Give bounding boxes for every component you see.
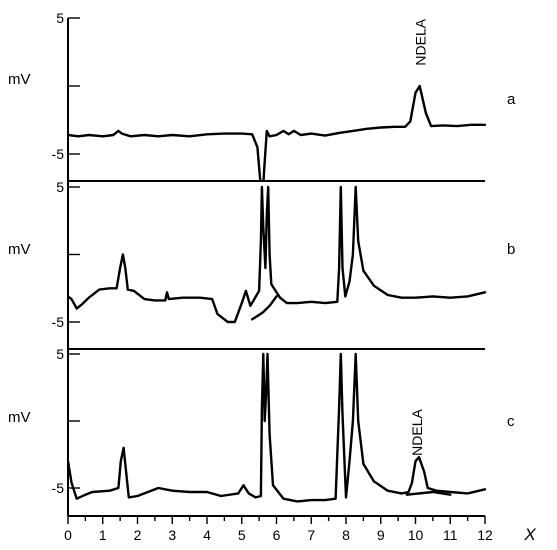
y-tick-label: 5 xyxy=(56,346,64,362)
x-tick-label: 4 xyxy=(203,527,211,543)
trace-line xyxy=(68,185,487,324)
x-tick-label: 2 xyxy=(134,527,142,543)
peak-annotation: NDELA xyxy=(413,18,429,65)
x-axis-label: X xyxy=(523,525,536,544)
x-tick-label: 6 xyxy=(273,527,281,543)
y-tick-label: -5 xyxy=(52,480,65,496)
trace-line xyxy=(68,352,487,503)
panel-label: a xyxy=(507,91,516,108)
panel-c: 5 -5 mV c NDELA xyxy=(8,346,515,517)
panel-label: c xyxy=(507,413,515,430)
y-unit-label: mV xyxy=(8,241,31,258)
x-tick-label: 5 xyxy=(238,527,246,543)
x-tick-label: 9 xyxy=(377,527,385,543)
y-unit-label: mV xyxy=(8,409,31,426)
x-axis: 0 1 2 3 4 5 6 7 8 9 10 11 12 X xyxy=(64,516,536,544)
panel-b: 5 -5 mV b xyxy=(8,179,515,350)
panel-a: 5 -5 mV a NDELA xyxy=(8,10,516,182)
x-tick-label: 7 xyxy=(307,527,315,543)
x-tick-label: 1 xyxy=(99,527,107,543)
trace-line xyxy=(68,84,487,181)
x-tick-label: 0 xyxy=(64,527,72,543)
peak-annotation: NDELA xyxy=(409,408,425,455)
x-tick-label: 3 xyxy=(168,527,176,543)
x-tick-label: 11 xyxy=(443,527,458,543)
panel-label: b xyxy=(507,241,515,258)
y-tick-label: 5 xyxy=(56,179,64,195)
baseline-segment xyxy=(405,490,452,496)
x-tick-label: 10 xyxy=(408,527,424,543)
x-tick-label: 8 xyxy=(342,527,350,543)
y-tick-label: -5 xyxy=(52,314,65,330)
x-tick-label: 12 xyxy=(477,527,493,543)
y-unit-label: mV xyxy=(8,71,31,88)
baseline-segment xyxy=(251,295,278,321)
y-tick-label: 5 xyxy=(56,10,64,26)
y-tick-label: -5 xyxy=(52,146,65,162)
